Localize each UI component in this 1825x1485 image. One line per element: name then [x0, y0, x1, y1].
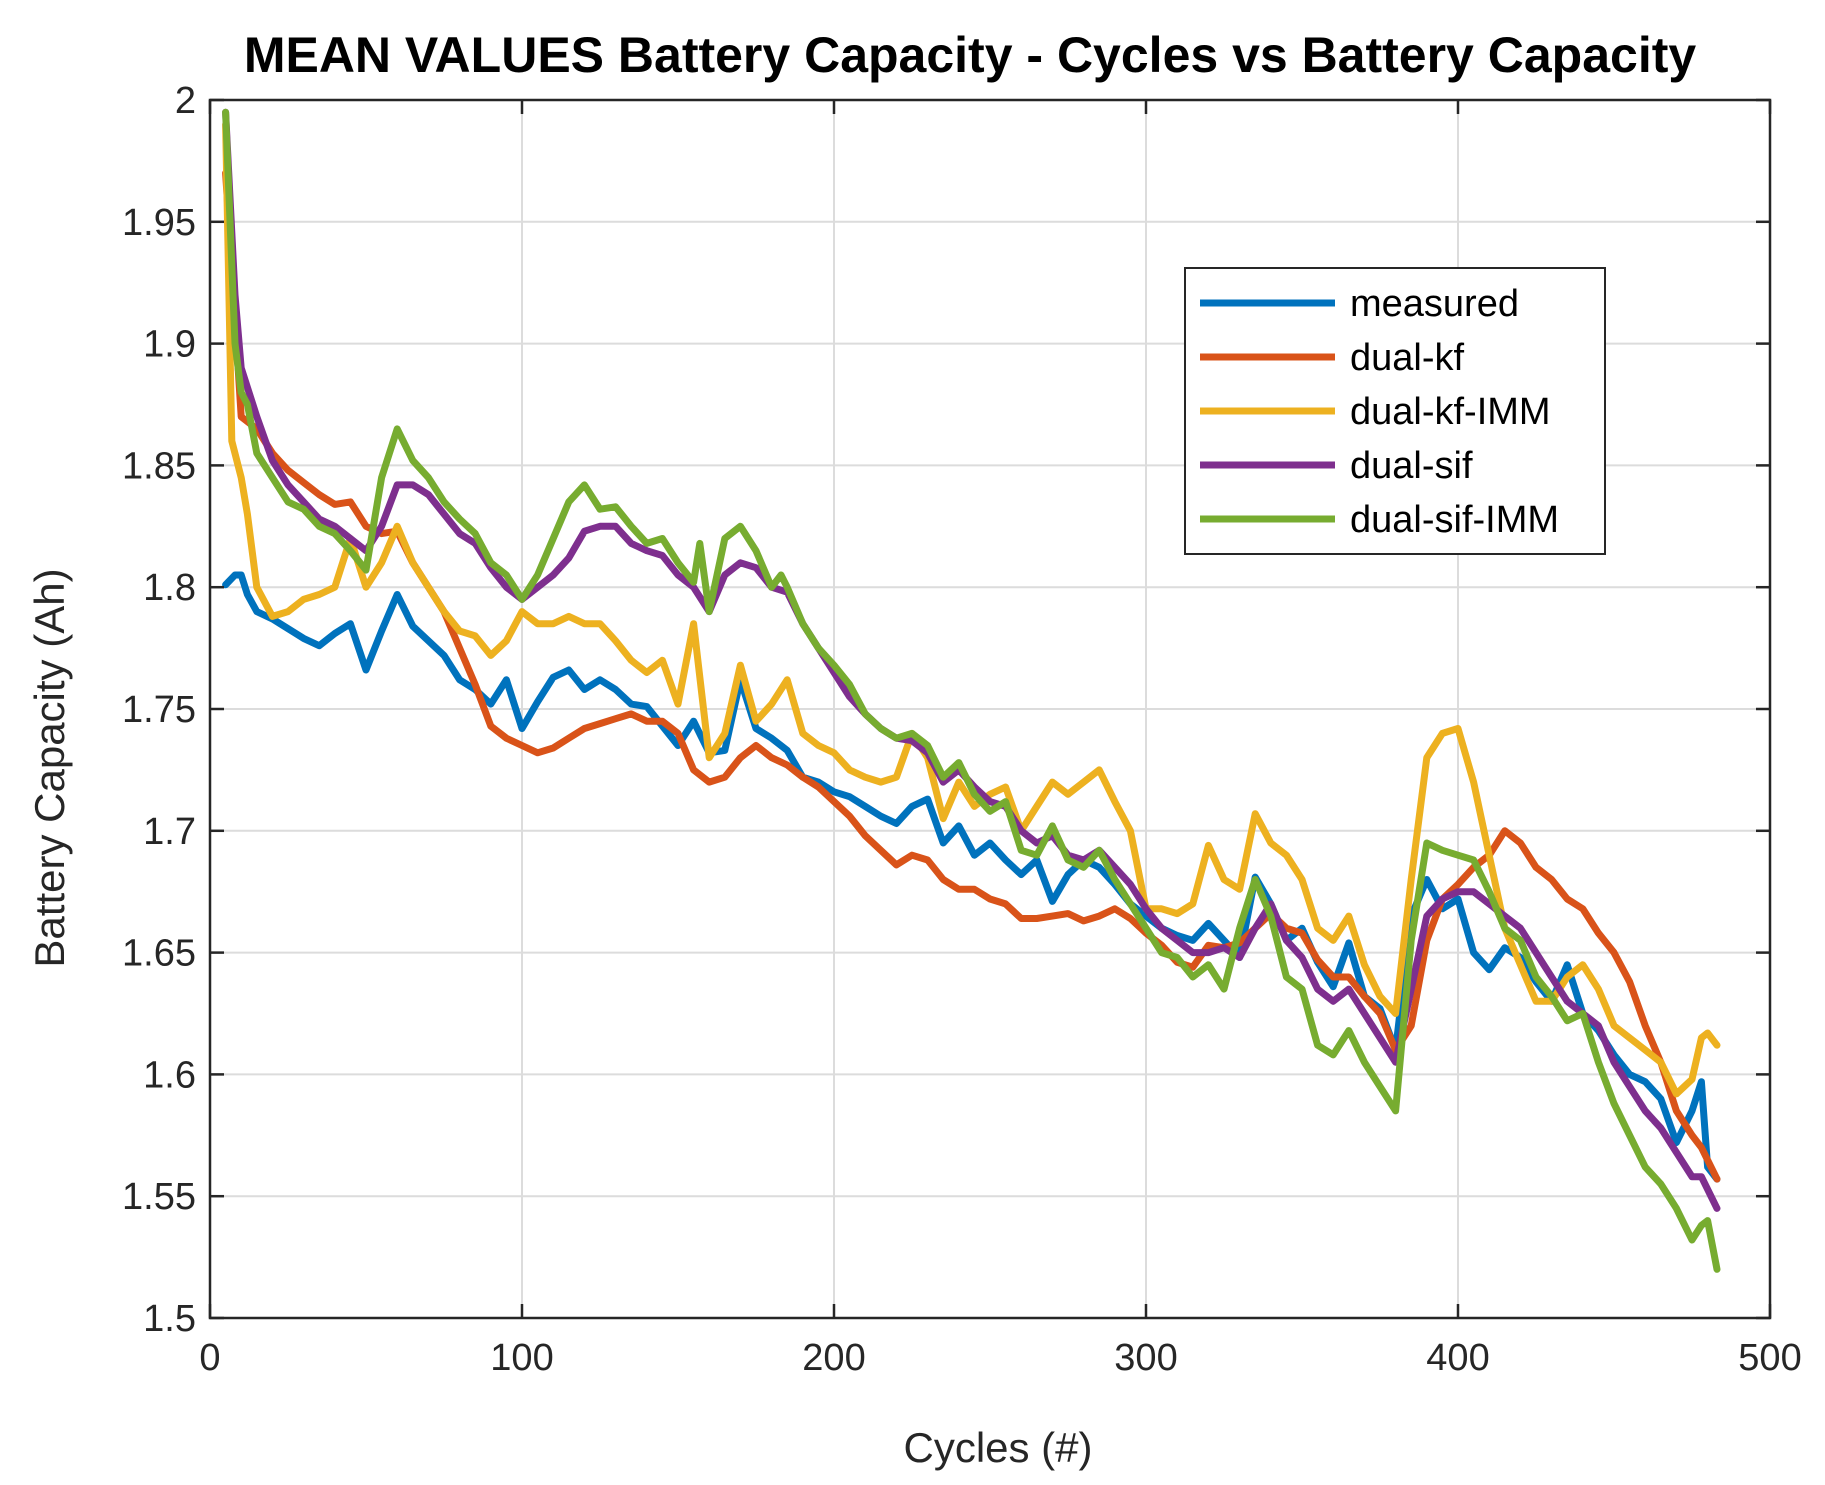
y-tick-label: 1.55: [122, 1176, 196, 1218]
series-line-dual-kf: [222, 169, 1721, 1183]
legend: measured dual-kf dual-kf-IMM dual-sif dual-s…: [1184, 267, 1606, 555]
x-tick-label: 200: [802, 1337, 865, 1379]
chart-title: MEAN VALUES Battery Capacity - Cycles vs…: [244, 27, 1697, 83]
legend-label-dual-sif-IMM: dual-sif-IMM: [1350, 499, 1559, 541]
legend-label-measured: measured: [1350, 283, 1519, 325]
y-tick-label: 1.85: [122, 445, 196, 487]
legend-label-dual-sif: dual-sif: [1350, 445, 1473, 487]
x-tick-label: 0: [199, 1337, 220, 1379]
y-tick-label: 1.95: [122, 202, 196, 244]
y-tick-label: 1.5: [143, 1298, 196, 1340]
x-tick-label: 400: [1426, 1337, 1489, 1379]
y-tick-label: 1.7: [143, 811, 196, 853]
y-tick-label: 2: [175, 80, 196, 122]
series-line-dual-kf-IMM: [222, 120, 1721, 1098]
series-line-measured: [222, 571, 1721, 1183]
x-tick-label: 300: [1114, 1337, 1177, 1379]
series-line-dual-sif-IMM: [222, 108, 1721, 1273]
y-tick-label: 1.75: [122, 689, 196, 731]
legend-label-dual-kf-IMM: dual-kf-IMM: [1350, 391, 1551, 433]
y-tick-label: 1.65: [122, 933, 196, 975]
y-axis-label: Battery Capacity (Ah): [26, 568, 73, 967]
x-tick-label: 500: [1738, 1337, 1801, 1379]
y-tick-label: 1.8: [143, 567, 196, 609]
series-lines: [222, 108, 1721, 1273]
y-tick-label: 1.9: [143, 324, 196, 366]
y-tick-label: 1.6: [143, 1054, 196, 1096]
legend-label-dual-kf: dual-kf: [1350, 337, 1464, 379]
axis-ticks: 0 100 200 300 400 500 1.5 1.55 1.6 1.65 1.7 1.75 1.8…: [122, 80, 1802, 1379]
x-axis-label: Cycles (#): [903, 1424, 1092, 1471]
x-tick-label: 100: [490, 1337, 553, 1379]
